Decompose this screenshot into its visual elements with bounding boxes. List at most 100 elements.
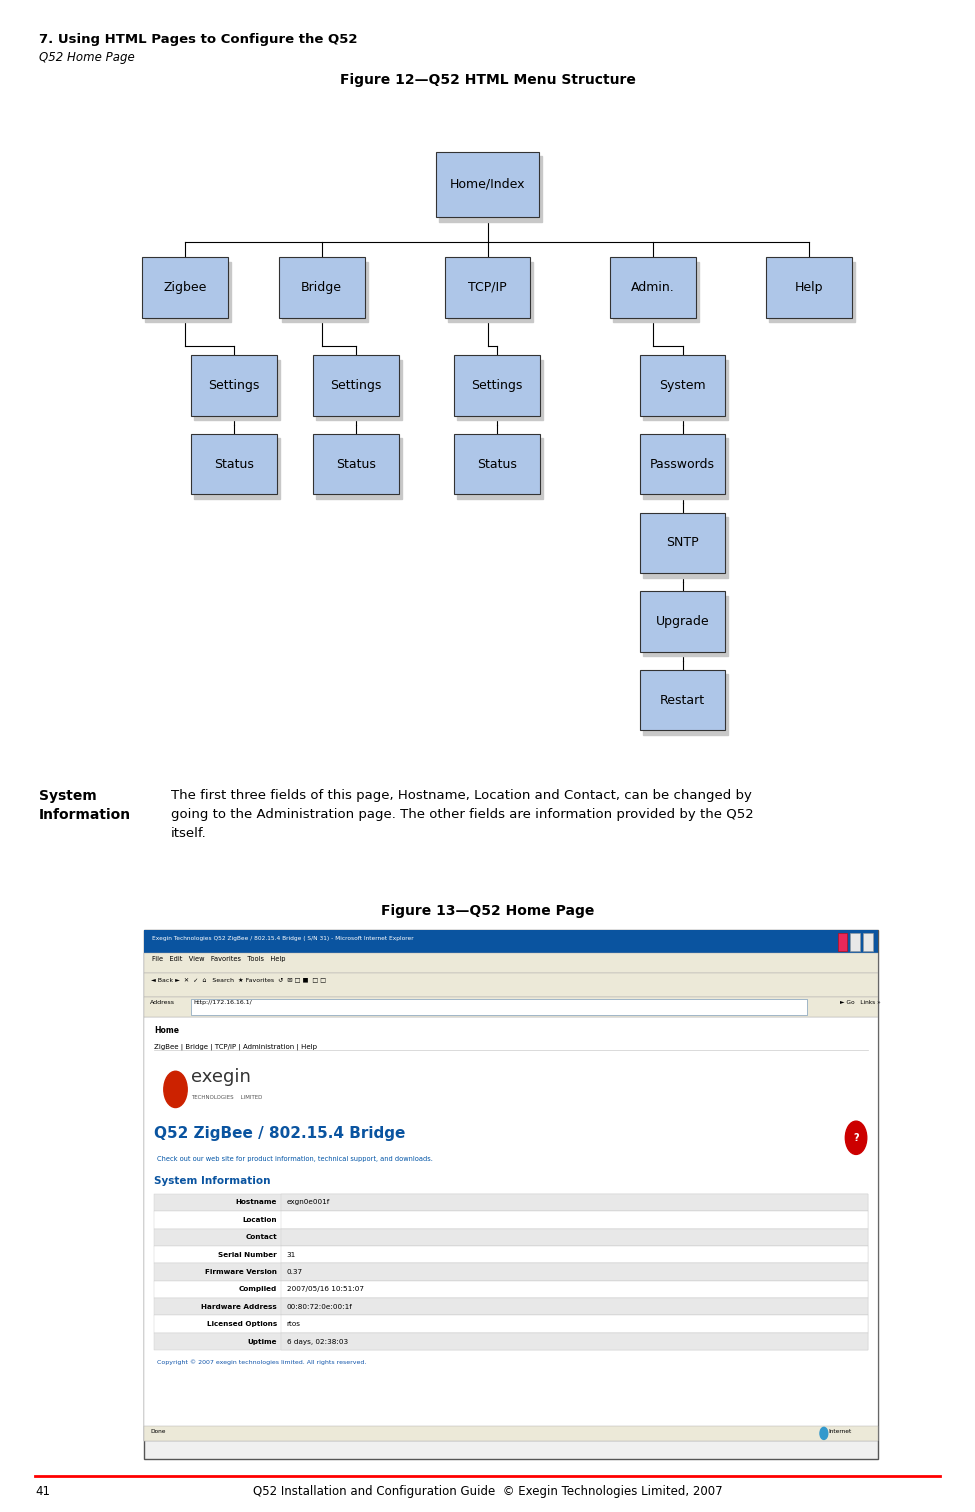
FancyBboxPatch shape [454,355,540,416]
FancyBboxPatch shape [640,670,725,730]
Text: SNTP: SNTP [666,537,699,549]
Bar [144,930,878,954]
Text: exgn0e001f: exgn0e001f [287,1199,330,1205]
Bar [154,1228,868,1246]
FancyBboxPatch shape [457,360,543,420]
Text: Uptime: Uptime [248,1338,277,1344]
FancyBboxPatch shape [643,438,728,499]
FancyBboxPatch shape [643,596,728,656]
Text: Zigbee: Zigbee [164,281,207,293]
Text: ?: ? [853,1132,859,1143]
Text: Help: Help [795,281,824,293]
Bar [863,933,873,951]
Bar [154,1264,868,1281]
Text: Hardware Address: Hardware Address [201,1303,277,1309]
Text: Bridge: Bridge [301,281,342,293]
Text: Q52 ZigBee / 802.15.4 Bridge: Q52 ZigBee / 802.15.4 Bridge [154,1125,406,1140]
FancyBboxPatch shape [313,434,399,494]
Text: http://172.16.16.1/: http://172.16.16.1/ [193,1001,252,1005]
FancyBboxPatch shape [437,153,538,218]
Bar [144,1426,878,1441]
Text: rtos: rtos [287,1321,300,1328]
FancyBboxPatch shape [282,262,368,322]
Text: Figure 12—Q52 HTML Menu Structure: Figure 12—Q52 HTML Menu Structure [339,73,636,86]
Text: exegin: exegin [191,1069,251,1086]
FancyBboxPatch shape [445,257,530,318]
Circle shape [845,1122,867,1155]
FancyBboxPatch shape [316,438,402,499]
Text: Exegin Technologies Q52 ZigBee / 802.15.4 Bridge ( S/N 31) - Microsoft Internet : Exegin Technologies Q52 ZigBee / 802.15.… [152,936,413,940]
Text: Done: Done [150,1429,166,1433]
Text: ◄ Back ►  ✕  ✓  ⌂   Search  ★ Favorites  ↺  ✉ □ ■  □ □: ◄ Back ► ✕ ✓ ⌂ Search ★ Favorites ↺ ✉ □ … [151,978,327,983]
Text: 41: 41 [35,1485,50,1498]
Text: Compiled: Compiled [239,1287,277,1293]
Text: ► Go   Links »: ► Go Links » [840,1001,881,1005]
Text: Restart: Restart [660,694,705,706]
Text: 00:80:72:0e:00:1f: 00:80:72:0e:00:1f [287,1303,352,1309]
FancyBboxPatch shape [194,438,280,499]
FancyBboxPatch shape [640,434,725,494]
Text: Hostname: Hostname [236,1199,277,1205]
FancyBboxPatch shape [316,360,402,420]
Text: TCP/IP: TCP/IP [468,281,507,293]
Text: File   Edit   View   Favorites   Tools   Help: File Edit View Favorites Tools Help [152,957,286,962]
Text: Contact: Contact [246,1234,277,1240]
Text: The first three fields of this page, Hostname, Location and Contact, can be chan: The first three fields of this page, Hos… [171,789,754,841]
Bar [191,999,807,1016]
Text: Settings: Settings [209,380,259,392]
FancyBboxPatch shape [610,257,696,318]
FancyBboxPatch shape [279,257,365,318]
Text: Copyright © 2007 exegin technologies limited. All rights reserved.: Copyright © 2007 exegin technologies lim… [157,1359,367,1365]
FancyBboxPatch shape [640,591,725,652]
FancyBboxPatch shape [194,360,280,420]
Text: Q52 Installation and Configuration Guide  © Exegin Technologies Limited, 2007: Q52 Installation and Configuration Guide… [253,1485,722,1498]
Bar [144,1016,878,1441]
FancyBboxPatch shape [640,513,725,573]
Circle shape [820,1427,828,1439]
Text: 6 days, 02:38:03: 6 days, 02:38:03 [287,1338,348,1344]
Circle shape [164,1072,187,1108]
Bar [281,1315,868,1334]
Text: Status: Status [336,458,375,470]
FancyBboxPatch shape [313,355,399,416]
Bar [154,1281,868,1297]
Bar [154,1060,868,1119]
Text: Internet: Internet [829,1429,852,1433]
Bar [281,1246,868,1264]
Text: 0.37: 0.37 [287,1269,303,1275]
FancyBboxPatch shape [454,434,540,494]
Text: Status: Status [214,458,254,470]
FancyBboxPatch shape [769,262,855,322]
Text: Passwords: Passwords [650,458,715,470]
FancyBboxPatch shape [145,262,231,322]
Text: 31: 31 [287,1252,295,1258]
Text: Check out our web site for product information, technical support, and downloads: Check out our web site for product infor… [157,1157,433,1161]
Bar [154,1194,868,1211]
Bar [850,933,860,951]
Text: Home/Index: Home/Index [449,178,526,191]
Text: TECHNOLOGIES    LIMITED: TECHNOLOGIES LIMITED [191,1096,262,1101]
FancyBboxPatch shape [191,434,277,494]
Text: Upgrade: Upgrade [655,615,710,627]
FancyBboxPatch shape [448,262,533,322]
Bar [154,1211,868,1229]
FancyBboxPatch shape [191,355,277,416]
Text: Figure 13—Q52 Home Page: Figure 13—Q52 Home Page [381,904,594,918]
Text: Settings: Settings [331,380,381,392]
Bar [154,1315,868,1334]
FancyBboxPatch shape [439,157,542,222]
Bar [144,953,878,974]
Bar [154,1246,868,1264]
Text: Home: Home [154,1027,179,1034]
FancyBboxPatch shape [613,262,699,322]
Bar [144,998,878,1018]
Text: Location: Location [242,1217,277,1223]
Text: Licensed Options: Licensed Options [207,1321,277,1328]
Text: ZigBee | Bridge | TCP/IP | Administration | Help: ZigBee | Bridge | TCP/IP | Administratio… [154,1045,317,1051]
Bar [154,1334,868,1350]
Text: Serial Number: Serial Number [218,1252,277,1258]
Text: Address: Address [150,1001,176,1005]
Bar [838,933,847,951]
Text: 2007/05/16 10:51:07: 2007/05/16 10:51:07 [287,1287,364,1293]
Text: System Information: System Information [154,1176,270,1185]
